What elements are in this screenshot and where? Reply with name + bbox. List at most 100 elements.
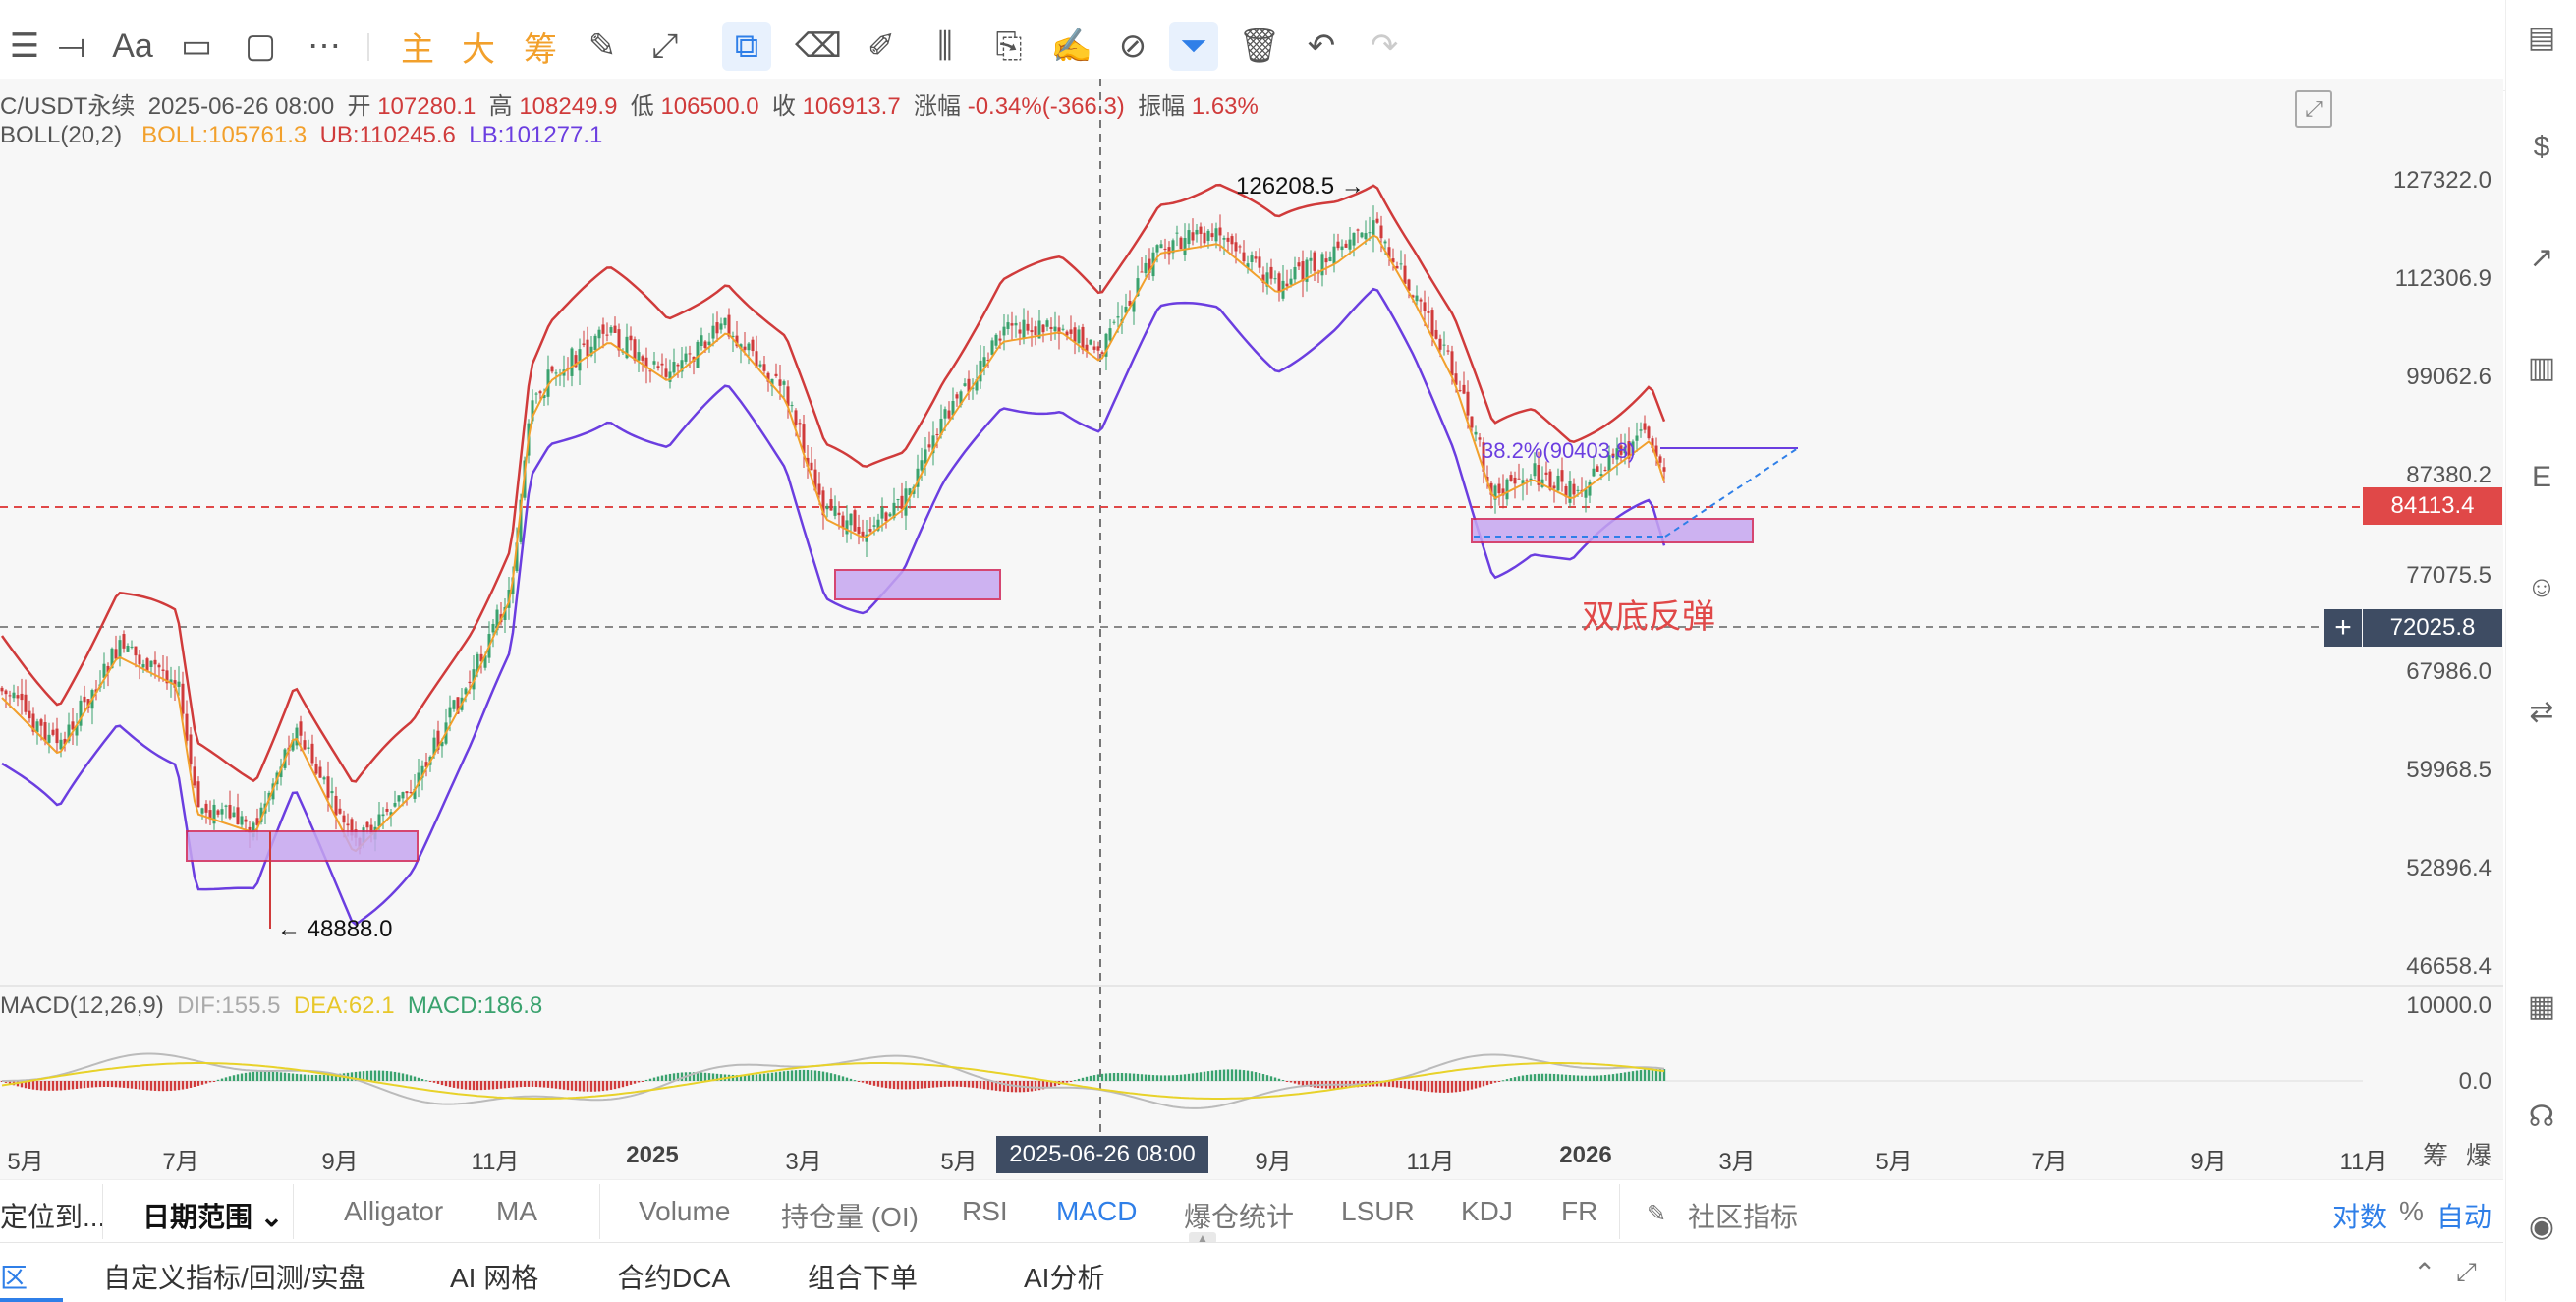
liquidation-corner-label[interactable]: 爆: [2466, 1141, 2492, 1170]
ai-draw-icon[interactable]: ✎: [588, 28, 617, 65]
main-chart-button[interactable]: 主: [401, 30, 434, 69]
filter-icon[interactable]: ⏷: [1169, 22, 1218, 71]
select-tool-icon[interactable]: ⧉: [722, 22, 771, 71]
candle-body: [122, 634, 126, 649]
macd-bar: [531, 1081, 534, 1087]
layout-icon[interactable]: ▦: [2527, 990, 2556, 1023]
tab-ai-analysis[interactable]: AI分析: [1024, 1263, 1105, 1293]
high-annotation: 126208.5 →: [1236, 173, 1365, 199]
support-zone-1[interactable]: [186, 830, 419, 862]
candle-body: [707, 341, 711, 346]
tab-alligator[interactable]: Alligator: [344, 1196, 444, 1226]
edit-icon[interactable]: ✎: [1647, 1201, 1667, 1227]
candle-body: [1124, 306, 1128, 313]
tab-liquidation-stats[interactable]: 爆仓统计: [1184, 1202, 1295, 1232]
candle-body: [1057, 327, 1061, 334]
candle-body: [794, 410, 798, 425]
tab-fr[interactable]: FR: [1561, 1196, 1598, 1226]
macd-name[interactable]: MACD(12,26,9): [0, 992, 164, 1019]
collapse-icon[interactable]: ⌃: [2413, 1258, 2436, 1288]
add-alert-button[interactable]: +: [2324, 609, 2362, 647]
big-chart-button[interactable]: 大: [462, 30, 495, 69]
candle-body: [1383, 241, 1387, 244]
tab-contract-dca[interactable]: 合约DCA: [617, 1263, 731, 1293]
current-price-tag: 84113.4: [2363, 487, 2502, 525]
boll-name[interactable]: BOLL(20,2): [0, 122, 123, 148]
tab-ai-grid[interactable]: AI 网格: [450, 1263, 539, 1293]
macd-bar: [1521, 1075, 1525, 1081]
redo-icon[interactable]: ↷: [1370, 28, 1399, 65]
macd-bar: [955, 1081, 959, 1087]
tab-open-interest[interactable]: 持仓量 (OI): [781, 1202, 919, 1232]
panel-toggle-icon[interactable]: ▲: [1189, 1232, 1216, 1244]
time-axis-label: 2025: [626, 1142, 679, 1168]
dollar-icon[interactable]: $: [2533, 131, 2550, 163]
edit-note-icon[interactable]: ✍: [1050, 28, 1093, 65]
magnet-icon[interactable]: ⊘: [1118, 28, 1148, 65]
eraser-icon[interactable]: ⌫: [794, 28, 843, 65]
candle-body: [255, 818, 259, 825]
tab-combo-order[interactable]: 组合下单: [808, 1263, 919, 1293]
candle-body: [1639, 429, 1643, 431]
fib-label[interactable]: 38.2%(90403.8): [1482, 438, 1636, 463]
chip-distribution-button[interactable]: 筹: [524, 30, 557, 69]
macd-bar: [971, 1081, 975, 1088]
auto-scale-toggle[interactable]: 自动: [2436, 1202, 2492, 1232]
dashboard-icon[interactable]: ▥: [2527, 351, 2556, 384]
macd-bar: [1548, 1073, 1552, 1081]
robot-icon[interactable]: ☺: [2526, 571, 2557, 603]
document-icon[interactable]: ▤: [2527, 21, 2556, 54]
horizontal-line-tool-icon[interactable]: ⟞: [57, 27, 86, 65]
delete-icon[interactable]: 🗑: [1238, 28, 1281, 65]
macd-bar: [130, 1081, 134, 1089]
candle-body: [534, 393, 538, 395]
etf-icon[interactable]: E: [2531, 461, 2551, 493]
trend-tool-icon[interactable]: ⤢: [651, 27, 679, 65]
macd-bar: [1525, 1074, 1529, 1081]
support-zone-3[interactable]: [1471, 518, 1754, 543]
tab-zone[interactable]: 区: [0, 1263, 28, 1293]
percent-scale-toggle[interactable]: %: [2399, 1196, 2424, 1226]
locate-button[interactable]: 定位到...: [0, 1202, 106, 1232]
price-chart[interactable]: [0, 0, 2503, 1179]
tab-kdj[interactable]: KDJ: [1461, 1196, 1513, 1226]
brush-icon[interactable]: ✐: [867, 28, 896, 65]
macd-bar: [1485, 1081, 1489, 1086]
chip-corner-label[interactable]: 筹: [2423, 1141, 2449, 1170]
tab-ma[interactable]: MA: [496, 1196, 537, 1226]
candle-body: [927, 444, 931, 448]
undo-icon[interactable]: ↶: [1307, 28, 1336, 65]
tab-custom-indicators[interactable]: 自定义指标/回测/实盘: [103, 1263, 366, 1293]
exchange-icon[interactable]: ⇄: [2529, 695, 2554, 728]
tab-lsur[interactable]: LSUR: [1341, 1196, 1415, 1226]
macd-bar: [762, 1073, 766, 1081]
support-zone-2[interactable]: [834, 569, 1001, 600]
more-tools-icon[interactable]: ⋯: [308, 28, 341, 65]
tab-community-indicators[interactable]: 社区指标: [1688, 1202, 1799, 1232]
macd-bar: [169, 1081, 173, 1091]
copy-icon[interactable]: ⎘: [995, 27, 1023, 65]
candles-icon[interactable]: ⫼: [937, 27, 953, 65]
log-scale-toggle[interactable]: 对数: [2332, 1202, 2388, 1232]
ai-assistant-icon[interactable]: ◉: [2528, 1210, 2555, 1243]
drawing-toolbar: ☰ ⟞ Aa ▭ ▢ ⋯ 主 大 筹 ✎ ⤢ ⧉ ⌫ ✐ ⫼ ⎘ ✍ ⊘ ⏷ 🗑…: [0, 0, 2505, 91]
candle-body: [1140, 271, 1144, 273]
candle-body: [1199, 226, 1203, 234]
double-bottom-note[interactable]: 双底反弹: [1582, 598, 1715, 636]
menu-icon[interactable]: ☰: [9, 28, 40, 65]
text-tool-button[interactable]: Aa: [112, 27, 153, 65]
candle-body: [959, 391, 963, 406]
tab-macd[interactable]: MACD: [1056, 1196, 1138, 1226]
measure-tool-icon[interactable]: ▭: [180, 28, 213, 65]
tab-volume[interactable]: Volume: [639, 1196, 731, 1226]
headset-icon[interactable]: ☊: [2528, 1100, 2555, 1133]
expand-icon[interactable]: ⤢: [2456, 1257, 2477, 1286]
macd-bar: [1261, 1074, 1265, 1081]
rectangle-tool-icon[interactable]: ▢: [244, 28, 277, 65]
trend-chart-icon[interactable]: ↗: [2529, 241, 2554, 274]
projection-diagonal-line[interactable]: [1664, 447, 1799, 538]
candle-body: [644, 357, 648, 368]
tab-rsi[interactable]: RSI: [962, 1196, 1008, 1226]
fullscreen-icon[interactable]: ⤢: [2295, 90, 2332, 128]
date-range-dropdown[interactable]: 日期范围 ⌄: [142, 1196, 283, 1235]
